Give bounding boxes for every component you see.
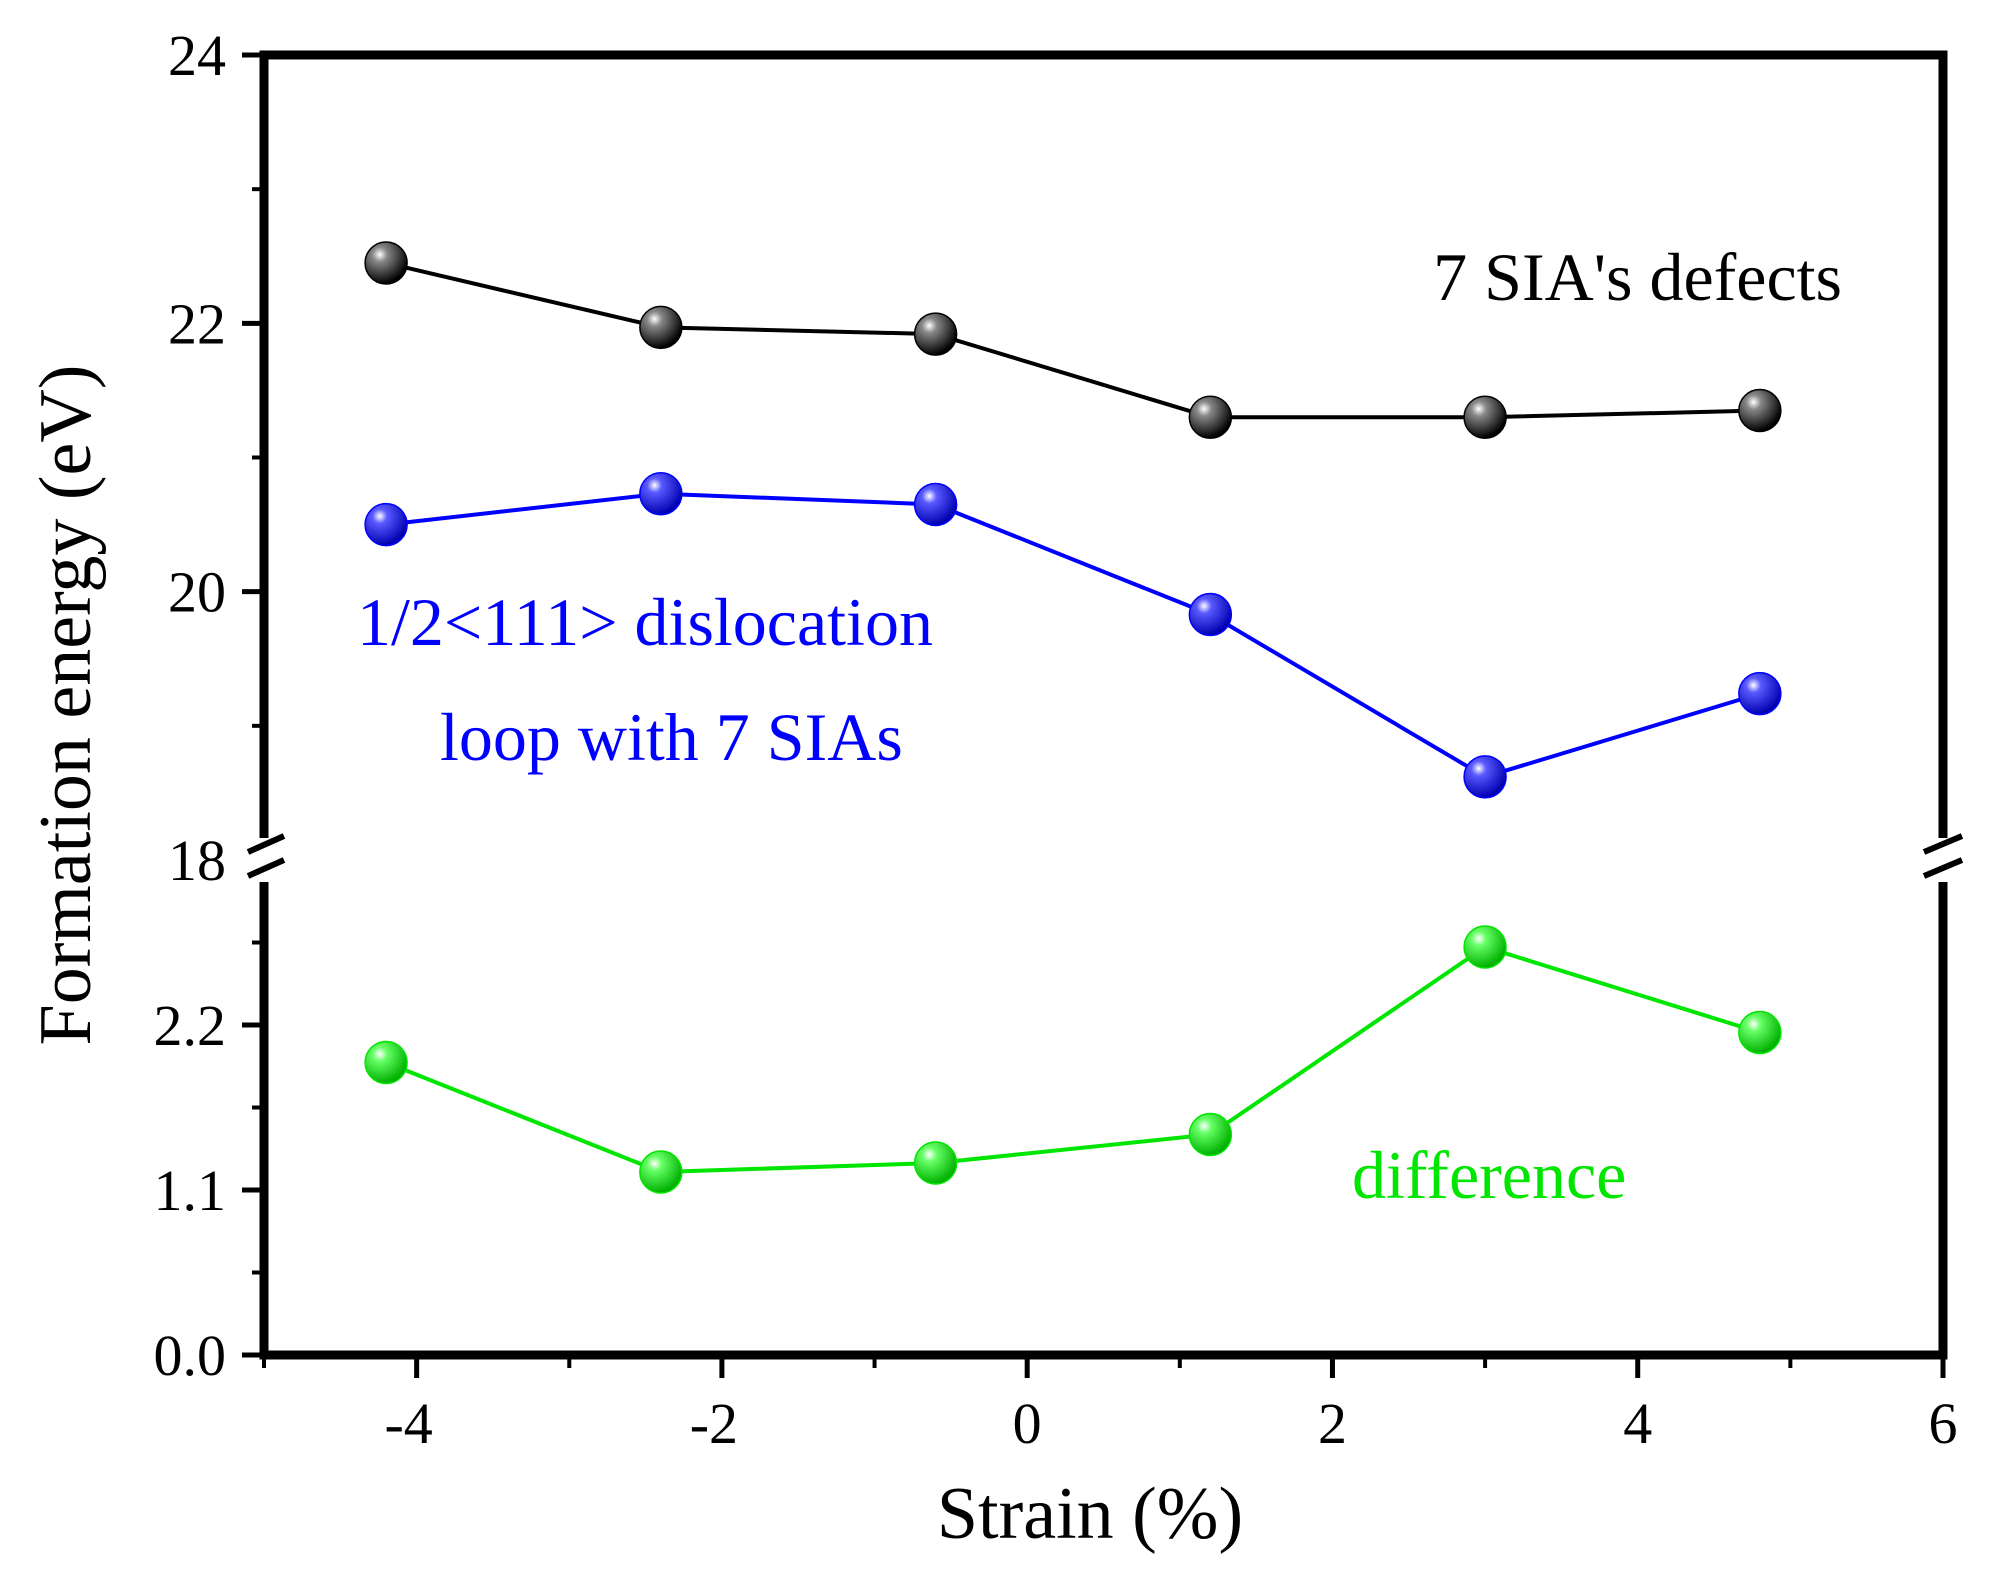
x-axis-tick-labels: -4 -2 0 2 4 6 — [384, 1391, 1957, 1456]
data-point — [639, 471, 683, 516]
data-point — [1738, 1010, 1782, 1055]
data-point — [1463, 755, 1507, 799]
data-point — [1738, 671, 1782, 716]
y-tick-label: 0.0 — [154, 1323, 227, 1388]
data-points — [364, 241, 1782, 1194]
y-tick-label: 1.1 — [154, 1158, 227, 1223]
left-axis-break — [246, 833, 286, 882]
data-point — [1188, 1112, 1233, 1157]
annotation-7sia-defects: 7 SIA's defects — [1433, 239, 1842, 315]
data-point — [639, 305, 683, 350]
annotation-dislocation-loop-line2: loop with 7 SIAs — [440, 699, 903, 775]
data-point — [1463, 925, 1507, 969]
annotation-difference: difference — [1352, 1137, 1626, 1213]
y-tick-label: 22 — [168, 291, 226, 356]
data-point — [364, 1040, 408, 1085]
y-tick-label: 20 — [168, 560, 226, 625]
x-tick-label: 4 — [1623, 1391, 1652, 1456]
y-axis-title: Formation energy (eV) — [25, 365, 107, 1046]
x-tick-label: 6 — [1929, 1391, 1958, 1456]
series-line-difference — [385, 944, 1761, 1175]
series-line-7sia-defects — [385, 261, 1760, 420]
data-point — [364, 241, 408, 285]
x-tick-label: 0 — [1013, 1391, 1042, 1456]
lower-y-tick-labels: 0.0 1.1 2.2 — [154, 993, 227, 1388]
x-axis-title: Strain (%) — [937, 1473, 1243, 1555]
x-tick-label: 2 — [1318, 1391, 1347, 1456]
data-point — [1738, 388, 1782, 433]
x-tick-label: -2 — [690, 1391, 738, 1456]
upper-y-tick-labels: 18 20 22 24 — [168, 23, 226, 893]
data-point — [639, 1150, 683, 1194]
data-point — [1188, 592, 1233, 637]
data-point — [364, 502, 408, 547]
annotation-dislocation-loop-line1: 1/2<111> dislocation — [357, 584, 933, 660]
data-point — [1463, 395, 1507, 439]
data-point — [913, 482, 958, 527]
y-tick-label: 24 — [168, 23, 226, 88]
data-point — [1188, 395, 1233, 439]
plot-frame — [259, 50, 1948, 1360]
series-line-dislocation-loop — [385, 491, 1761, 779]
right-axis-break — [1922, 833, 1964, 882]
y-tick-label: 18 — [168, 828, 226, 893]
y-tick-label: 2.2 — [154, 993, 227, 1058]
y-axis-ticks — [242, 52, 264, 1358]
x-tick-label: -4 — [384, 1391, 432, 1456]
data-point — [913, 312, 958, 356]
data-point — [913, 1141, 958, 1185]
